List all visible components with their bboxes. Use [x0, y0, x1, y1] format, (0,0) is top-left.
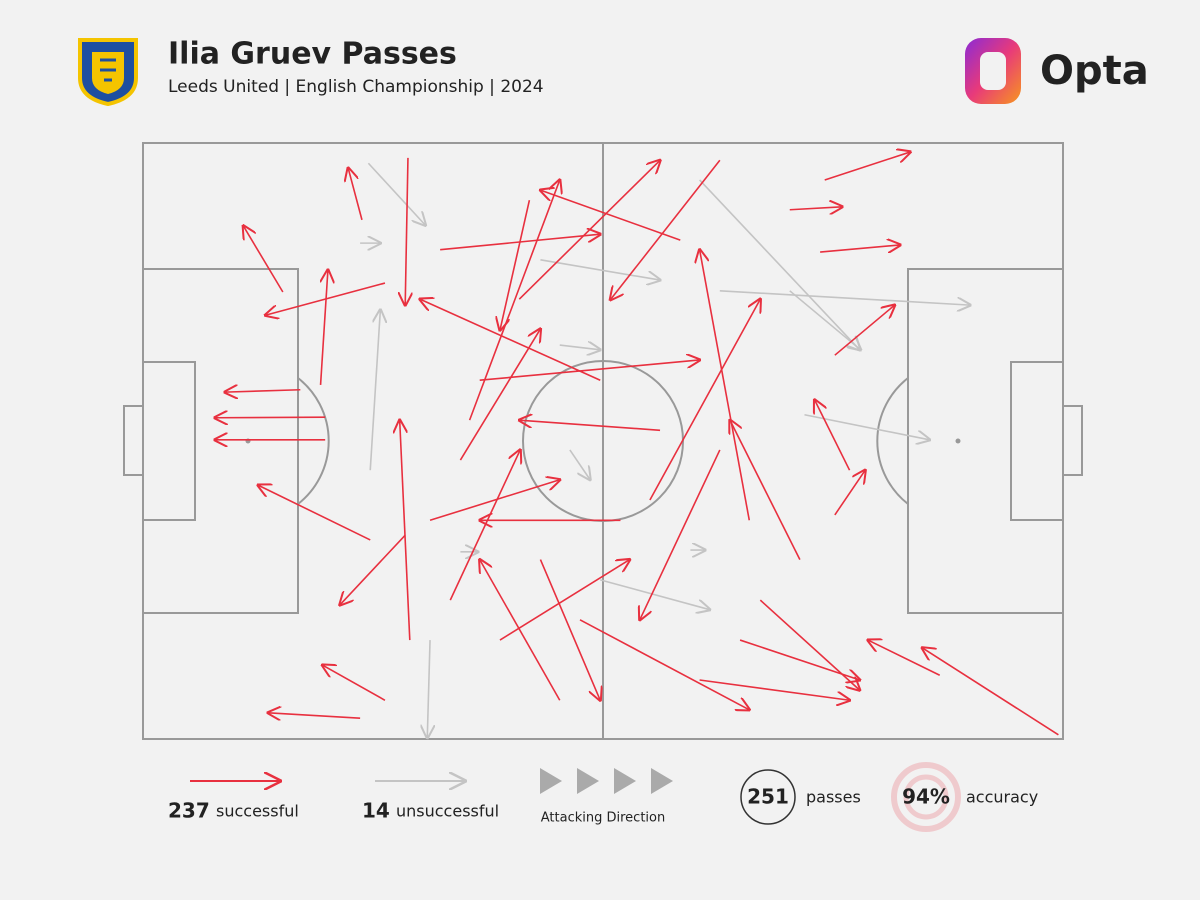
pass-unsuccessful	[699, 179, 860, 350]
pass-unsuccessful	[804, 413, 929, 440]
club-crest	[78, 38, 138, 107]
pass-successful	[699, 679, 850, 700]
pass-successful	[540, 190, 681, 241]
pass-successful	[322, 665, 386, 701]
pass-unsuccessful	[789, 290, 861, 350]
pass-successful	[319, 270, 328, 386]
pass-successful	[459, 329, 540, 461]
brand-name: Opta	[1040, 48, 1149, 94]
direction-arrows	[540, 768, 673, 794]
pass-successful	[340, 534, 406, 605]
pass-successful	[700, 250, 751, 521]
pass-successful	[820, 245, 900, 252]
pass-successful	[400, 420, 411, 641]
pass-unsuccessful	[367, 162, 425, 225]
legend-count: 14	[362, 799, 390, 823]
pass-successful	[789, 207, 842, 210]
total-value: 251	[747, 785, 789, 809]
pass-successful	[739, 639, 860, 680]
accuracy-value: 94%	[902, 785, 950, 809]
subtitle: Leeds United | English Championship | 20…	[168, 77, 544, 97]
pass-successful	[499, 560, 630, 641]
total-label: passes	[806, 788, 861, 807]
pass-successful	[258, 485, 371, 541]
legend-label: successful	[216, 802, 299, 821]
pass-successful	[265, 282, 386, 315]
pass-successful	[519, 420, 661, 432]
accuracy-rings	[891, 762, 961, 832]
legend-count: 237	[168, 799, 210, 823]
pass-successful	[405, 157, 408, 305]
pass-unsuccessful	[569, 449, 590, 480]
pass-unsuccessful	[719, 290, 970, 305]
pass-successful	[649, 299, 760, 501]
passes	[215, 152, 1059, 738]
pass-successful	[480, 560, 561, 701]
pass-successful	[815, 400, 851, 471]
legend: 237 successful 14 unsuccessful Attacking…	[168, 762, 1038, 832]
pass-successful	[539, 559, 600, 701]
accuracy-label: accuracy	[966, 788, 1038, 807]
pass-unsuccessful	[427, 640, 430, 738]
pass-successful	[500, 200, 531, 330]
pass-successful	[225, 390, 301, 392]
pass-successful	[834, 305, 895, 356]
pass-successful	[479, 360, 700, 382]
pass-successful	[268, 713, 361, 718]
pass-unsuccessful	[559, 345, 600, 350]
direction-label: Attacking Direction	[541, 811, 665, 826]
pass-successful	[922, 648, 1059, 736]
legend-label: unsuccessful	[396, 802, 499, 821]
brand-logo: Opta	[965, 38, 1149, 104]
pass-successful	[518, 160, 660, 300]
pass-successful	[429, 480, 560, 522]
pass-successful	[215, 417, 326, 418]
pass-successful	[579, 619, 749, 710]
pass-unsuccessful	[369, 310, 380, 471]
pass-successful	[824, 152, 911, 181]
title: Ilia Gruev Passes	[168, 37, 457, 72]
pitch	[123, 142, 1083, 740]
total-ring	[740, 769, 796, 825]
pass-successful	[868, 640, 941, 676]
pass-successful	[610, 159, 721, 299]
pass-unsuccessful	[540, 259, 660, 280]
pass-unsuccessful	[600, 579, 709, 610]
pass-successful	[420, 299, 601, 381]
pass-successful	[243, 226, 284, 293]
pass-successful	[834, 470, 865, 516]
pass-successful	[348, 168, 363, 221]
pass-successful	[730, 420, 801, 560]
pass-successful	[640, 449, 721, 620]
